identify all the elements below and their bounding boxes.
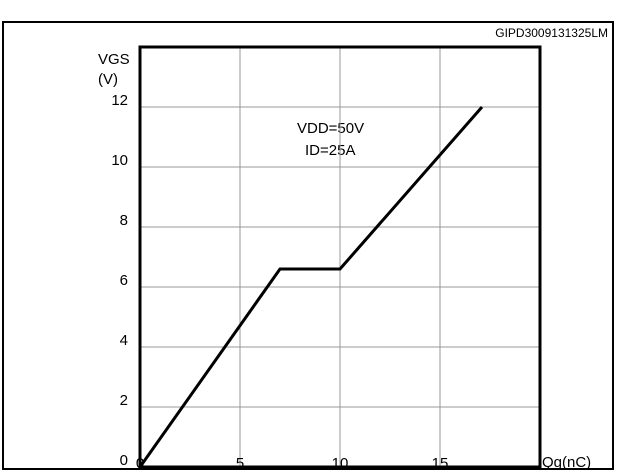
x-tick-label: 10 xyxy=(332,455,349,472)
frame xyxy=(2,21,614,470)
y-tick-label: 12 xyxy=(111,92,128,109)
y-label: VGS xyxy=(98,51,130,68)
annotation: ID=25A xyxy=(305,142,355,159)
reference: GIPD3009131325LM xyxy=(495,26,608,40)
y-tick-label: 4 xyxy=(120,332,128,349)
y-tick-label: 10 xyxy=(111,152,128,169)
annotation: VDD=50V xyxy=(297,120,364,137)
y-tick-label: 8 xyxy=(120,212,128,229)
x-label: Qg(nC) xyxy=(542,454,591,471)
x-tick-label: 5 xyxy=(236,455,244,472)
y-label: (V) xyxy=(98,71,118,88)
plot-area xyxy=(138,45,542,469)
y-tick-label: 2 xyxy=(120,392,128,409)
y-tick-label: 6 xyxy=(120,272,128,289)
line-series xyxy=(138,106,484,468)
x-tick-label: 15 xyxy=(432,455,449,472)
y-tick-label: 0 xyxy=(120,452,128,469)
